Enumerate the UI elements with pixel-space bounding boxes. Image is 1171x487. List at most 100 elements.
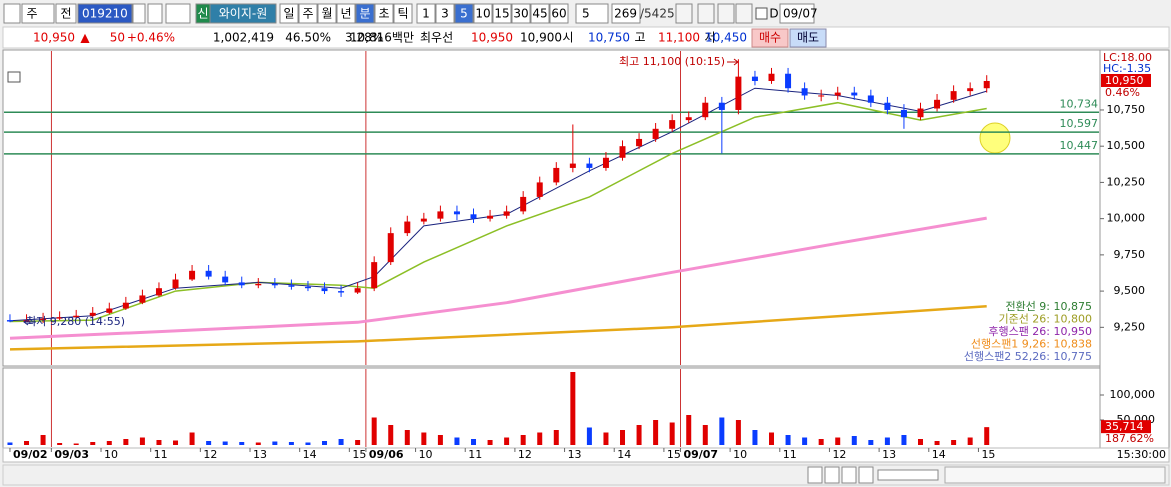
x-tick-label: 12 (832, 448, 846, 461)
candle-body (702, 102, 709, 118)
button-label: 틱 (397, 7, 408, 21)
checkbox[interactable] (755, 7, 768, 20)
axis-panel (1099, 49, 1170, 449)
y-tick-label: 10,750 (1107, 103, 1146, 116)
date-input[interactable] (779, 3, 815, 24)
buy-label[interactable]: 매수 (759, 31, 781, 45)
x-tick-label: 13 (568, 448, 582, 461)
x-tick-label: 10 (419, 448, 433, 461)
sell-label[interactable]: 매도 (797, 31, 819, 45)
candle-body (321, 288, 328, 292)
indicator-line (9, 305, 987, 351)
volume-bar (818, 439, 824, 445)
tool-icon[interactable] (675, 3, 693, 24)
button-label: 269 (614, 7, 637, 21)
volume-bar (222, 441, 228, 445)
stop-button[interactable] (841, 466, 857, 484)
quote-item: 10,750 (588, 31, 630, 45)
button-label: 초 (378, 7, 389, 21)
period-button[interactable] (336, 3, 356, 24)
last-volume: 35,714 (1105, 420, 1144, 433)
time-axis (2, 447, 1170, 463)
interval-button[interactable] (492, 3, 512, 24)
volume-bar (206, 441, 212, 445)
period-button[interactable] (355, 3, 375, 24)
candle-body (189, 270, 196, 280)
y-tick-label: 9,250 (1114, 320, 1146, 333)
button-label: 3 (441, 7, 449, 21)
volume-bar (636, 425, 642, 445)
volume-bar (355, 440, 361, 445)
volume-bar (586, 427, 592, 445)
quote-item: 고 (634, 31, 645, 45)
sound-button[interactable] (165, 3, 191, 24)
interval-button[interactable] (416, 3, 436, 24)
interval-button[interactable] (454, 3, 474, 24)
volume-bar (570, 372, 576, 445)
zoom-slider[interactable] (877, 469, 939, 481)
volume-bar (835, 437, 841, 445)
nav-button[interactable] (858, 466, 874, 484)
tool-icon[interactable] (717, 3, 735, 24)
interval-button[interactable] (530, 3, 550, 24)
volume-bar (123, 439, 129, 445)
candle-body (867, 95, 874, 103)
last-price: 10,950 (1105, 74, 1144, 87)
button-label: 1 (422, 7, 430, 21)
x-tick-label: 09/06 (369, 448, 404, 461)
buy-button[interactable] (751, 28, 789, 48)
volume-bar (702, 425, 708, 445)
interval-button[interactable] (549, 3, 569, 24)
interval-button[interactable] (435, 3, 455, 24)
dropdown[interactable] (132, 3, 146, 24)
period-button[interactable] (279, 3, 299, 24)
candle-body (420, 218, 427, 222)
tool-icon[interactable] (697, 3, 715, 24)
level-label: 10,447 (1060, 139, 1099, 152)
period-button[interactable] (317, 3, 337, 24)
nav-button[interactable] (807, 466, 823, 484)
candle-body (271, 283, 278, 286)
x-tick-label: 10 (104, 448, 118, 461)
clock: 15:30:00 (1117, 448, 1166, 461)
candle-body (453, 211, 460, 215)
nav-button[interactable] (824, 466, 840, 484)
quote-item: 10,450 (705, 31, 747, 45)
candle-body (155, 288, 162, 296)
sell-button[interactable] (789, 28, 827, 48)
volume-bar (189, 432, 195, 445)
x-tick-label: 14 (303, 448, 317, 461)
interval-select[interactable] (575, 3, 609, 24)
volume-bar (934, 441, 940, 445)
volume-bar (868, 440, 874, 445)
volume-bar (40, 435, 46, 445)
quote-item: 최우선 (420, 31, 453, 45)
interval-button[interactable] (511, 3, 531, 24)
candle-body (586, 163, 593, 168)
quote-item: 10,816백만 (350, 31, 414, 45)
x-tick-label: 15 (667, 448, 681, 461)
tool-icon[interactable] (735, 3, 753, 24)
code-input[interactable] (77, 3, 133, 24)
prev-button[interactable] (55, 3, 77, 24)
menu-icon[interactable] (3, 3, 21, 24)
volume-bar (537, 432, 543, 445)
period-button[interactable] (374, 3, 394, 24)
count-input[interactable] (611, 3, 641, 24)
search-button[interactable] (147, 3, 163, 24)
x-tick-label: 14 (932, 448, 946, 461)
period-button[interactable] (298, 3, 318, 24)
last-price-box (1101, 73, 1151, 87)
quote-item: 저 (704, 31, 715, 45)
button-label: 5 (460, 7, 468, 21)
candle-body (23, 320, 30, 322)
legend-entry: 후행스팬 26: 10,950 (988, 325, 1092, 338)
candle-body (768, 73, 775, 81)
interval-button[interactable] (473, 3, 493, 24)
volume-bar (57, 443, 63, 445)
market-select[interactable] (21, 3, 55, 24)
tool-icons[interactable] (944, 466, 1166, 484)
volume-bar (106, 441, 112, 445)
period-button[interactable] (393, 3, 413, 24)
candle-body (6, 320, 13, 322)
